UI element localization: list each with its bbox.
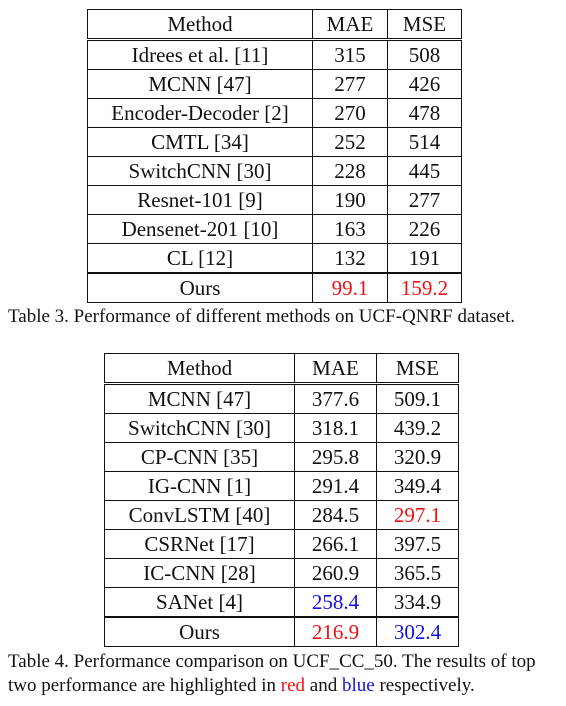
caption-red-word: red xyxy=(280,675,306,696)
table-row: MCNN [47] 277 426 xyxy=(87,69,462,99)
method-cell: CSRNet [17] xyxy=(104,529,295,559)
table-4: Method MAE MSE MCNN [47] 377.6 509.1 Swi… xyxy=(104,353,459,647)
table-row: CP-CNN [35] 295.8 320.9 xyxy=(104,442,459,472)
mse-cell: 439.2 xyxy=(376,413,459,443)
table-row: ConvLSTM [40] 284.5 297.1 xyxy=(104,500,459,530)
caption-text: respectively. xyxy=(374,675,475,696)
mae-cell: 252 xyxy=(312,127,388,157)
table-3-caption: Table 3. Performance of different method… xyxy=(8,306,515,327)
mae-cell: 295.8 xyxy=(294,442,377,472)
mse-cell: 397.5 xyxy=(376,529,459,559)
table-row: SANet [4] 258.4 334.9 xyxy=(104,587,459,618)
header-mse: MSE xyxy=(376,353,459,385)
mse-cell-best: 159.2 xyxy=(387,272,462,303)
mae-cell-best: 216.9 xyxy=(294,616,377,647)
mse-cell: 426 xyxy=(387,69,462,99)
header-method: Method xyxy=(104,353,295,385)
table-4-caption: Table 4. Performance comparison on UCF_C… xyxy=(8,650,560,698)
mse-cell: 277 xyxy=(387,185,462,215)
method-cell: SANet [4] xyxy=(104,587,295,618)
mae-cell: 132 xyxy=(312,243,388,274)
method-cell: Resnet-101 [9] xyxy=(87,185,313,215)
method-cell: CL [12] xyxy=(87,243,313,274)
method-cell: Idrees et al. [11] xyxy=(87,39,313,70)
mae-cell: 270 xyxy=(312,98,388,128)
table-row-ours: Ours 99.1 159.2 xyxy=(87,272,462,303)
mae-cell: 291.4 xyxy=(294,471,377,501)
method-cell: CMTL [34] xyxy=(87,127,313,157)
mse-cell: 349.4 xyxy=(376,471,459,501)
table-row: Idrees et al. [11] 315 508 xyxy=(87,39,462,70)
header-method: Method xyxy=(87,9,313,41)
header-mae: MAE xyxy=(312,9,388,41)
mae-cell-second: 258.4 xyxy=(294,587,377,618)
table-row-ours: Ours 216.9 302.4 xyxy=(104,616,459,647)
header-mae: MAE xyxy=(294,353,377,385)
table-row: Encoder-Decoder [2] 270 478 xyxy=(87,98,462,128)
method-cell: SwitchCNN [30] xyxy=(87,156,313,186)
mae-cell: 277 xyxy=(312,69,388,99)
method-cell: MCNN [47] xyxy=(87,69,313,99)
table-row: CSRNet [17] 266.1 397.5 xyxy=(104,529,459,559)
method-cell: Densenet-201 [10] xyxy=(87,214,313,244)
caption-text: Table 4. Performance comparison on UCF_C… xyxy=(8,651,536,696)
method-cell: MCNN [47] xyxy=(104,383,295,414)
table-row: CMTL [34] 252 514 xyxy=(87,127,462,157)
caption-blue-word: blue xyxy=(341,675,375,696)
mse-cell: 445 xyxy=(387,156,462,186)
table-row: SwitchCNN [30] 318.1 439.2 xyxy=(104,413,459,443)
caption-text: and xyxy=(305,675,342,696)
mse-cell-best: 297.1 xyxy=(376,500,459,530)
table-row: CL [12] 132 191 xyxy=(87,243,462,274)
mse-cell: 508 xyxy=(387,39,462,70)
method-cell: IC-CNN [28] xyxy=(104,558,295,588)
mae-cell: 284.5 xyxy=(294,500,377,530)
method-cell: Encoder-Decoder [2] xyxy=(87,98,313,128)
method-cell: Ours xyxy=(87,272,313,303)
method-cell: Ours xyxy=(104,616,295,647)
mae-cell: 266.1 xyxy=(294,529,377,559)
mse-cell: 320.9 xyxy=(376,442,459,472)
table-row: IG-CNN [1] 291.4 349.4 xyxy=(104,471,459,501)
mse-cell: 334.9 xyxy=(376,587,459,618)
mse-cell: 365.5 xyxy=(376,558,459,588)
table-row: SwitchCNN [30] 228 445 xyxy=(87,156,462,186)
mse-cell: 514 xyxy=(387,127,462,157)
method-cell: SwitchCNN [30] xyxy=(104,413,295,443)
table-3-header-row: Method MAE MSE xyxy=(87,9,462,41)
table-row: Resnet-101 [9] 190 277 xyxy=(87,185,462,215)
mae-cell: 190 xyxy=(312,185,388,215)
mse-cell: 509.1 xyxy=(376,383,459,414)
table-3: Method MAE MSE Idrees et al. [11] 315 50… xyxy=(87,9,462,303)
header-mse: MSE xyxy=(387,9,462,41)
mse-cell: 226 xyxy=(387,214,462,244)
mae-cell: 228 xyxy=(312,156,388,186)
mse-cell: 191 xyxy=(387,243,462,274)
mae-cell: 163 xyxy=(312,214,388,244)
table-4-header-row: Method MAE MSE xyxy=(104,353,459,385)
method-cell: IG-CNN [1] xyxy=(104,471,295,501)
mse-cell: 478 xyxy=(387,98,462,128)
mae-cell: 377.6 xyxy=(294,383,377,414)
mae-cell: 260.9 xyxy=(294,558,377,588)
mse-cell-second: 302.4 xyxy=(376,616,459,647)
table-row: IC-CNN [28] 260.9 365.5 xyxy=(104,558,459,588)
table-row: Densenet-201 [10] 163 226 xyxy=(87,214,462,244)
method-cell: ConvLSTM [40] xyxy=(104,500,295,530)
mae-cell: 318.1 xyxy=(294,413,377,443)
mae-cell-best: 99.1 xyxy=(312,272,388,303)
mae-cell: 315 xyxy=(312,39,388,70)
table-row: MCNN [47] 377.6 509.1 xyxy=(104,383,459,414)
method-cell: CP-CNN [35] xyxy=(104,442,295,472)
